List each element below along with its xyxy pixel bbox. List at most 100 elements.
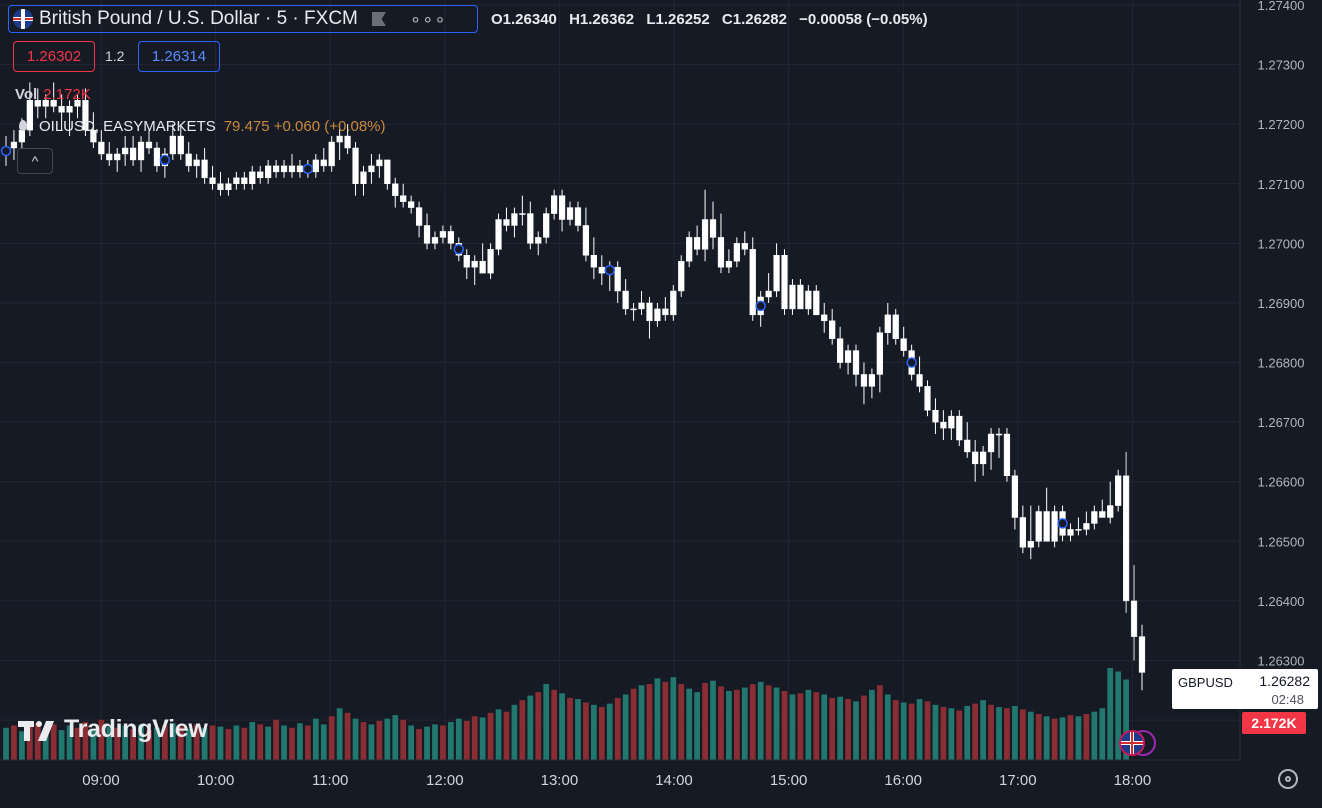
candle[interactable] — [463, 249, 470, 280]
event-marker[interactable] — [755, 300, 766, 312]
candle[interactable] — [479, 243, 486, 274]
buy-button[interactable]: 1.26314 — [138, 41, 220, 72]
candle[interactable] — [558, 189, 566, 232]
candle[interactable] — [447, 225, 454, 250]
candle[interactable] — [137, 136, 145, 172]
candle[interactable] — [376, 153, 383, 178]
event-marker[interactable] — [159, 154, 171, 166]
candle[interactable] — [217, 171, 224, 196]
candle[interactable] — [1011, 469, 1019, 530]
candle[interactable] — [662, 296, 669, 321]
tradingview-logo[interactable]: TradingView — [18, 715, 208, 744]
candle[interactable] — [249, 165, 256, 190]
candle[interactable] — [773, 243, 780, 297]
candle[interactable] — [749, 237, 756, 321]
candle[interactable] — [980, 445, 987, 476]
candle[interactable] — [821, 302, 828, 333]
candle[interactable] — [1067, 523, 1074, 542]
candle[interactable] — [201, 148, 208, 184]
candle[interactable] — [114, 148, 121, 172]
candle[interactable] — [1019, 505, 1026, 554]
candle[interactable] — [622, 279, 629, 315]
economic-event-icon[interactable] — [1119, 729, 1157, 757]
candle[interactable] — [582, 207, 590, 262]
candle[interactable] — [185, 142, 192, 172]
candle[interactable] — [503, 207, 510, 232]
candle[interactable] — [1083, 511, 1090, 536]
candle[interactable] — [344, 124, 351, 154]
candle[interactable] — [129, 136, 137, 166]
event-marker[interactable] — [0, 145, 12, 157]
candle[interactable] — [964, 422, 971, 458]
candle[interactable] — [1043, 487, 1050, 542]
volume-legend[interactable]: Vol 2.172K — [15, 86, 91, 103]
candle[interactable] — [392, 177, 399, 208]
candle[interactable] — [892, 308, 899, 345]
candle[interactable] — [527, 201, 534, 250]
candle[interactable] — [829, 308, 836, 345]
candle[interactable] — [789, 279, 796, 315]
candle[interactable] — [813, 285, 820, 316]
candle[interactable] — [58, 94, 65, 131]
candle[interactable] — [495, 213, 502, 256]
candle[interactable] — [26, 82, 33, 137]
candle[interactable] — [590, 237, 597, 280]
candle[interactable] — [797, 279, 804, 310]
candle[interactable] — [1051, 505, 1058, 548]
candle[interactable] — [233, 171, 240, 190]
sell-button[interactable]: 1.26302 — [13, 41, 95, 72]
candle[interactable] — [678, 255, 685, 297]
event-marker[interactable] — [906, 357, 917, 368]
collapse-legend-button[interactable]: ^ — [17, 148, 53, 174]
candle[interactable] — [82, 88, 89, 137]
candle[interactable] — [709, 201, 717, 250]
candle[interactable] — [1035, 505, 1042, 548]
candle[interactable] — [900, 326, 907, 357]
candle[interactable] — [574, 201, 582, 232]
settings-gear-icon[interactable] — [1278, 769, 1298, 789]
event-marker[interactable] — [302, 163, 314, 175]
candle[interactable] — [193, 153, 200, 178]
candle[interactable] — [280, 159, 288, 178]
candle[interactable] — [90, 112, 97, 148]
candle[interactable] — [177, 124, 184, 160]
candle[interactable] — [717, 213, 725, 274]
candle[interactable] — [98, 130, 105, 160]
candle[interactable] — [296, 159, 304, 178]
candle[interactable] — [781, 249, 788, 315]
candle[interactable] — [725, 249, 733, 274]
candle[interactable] — [1123, 451, 1130, 613]
candle[interactable] — [169, 124, 176, 160]
candle[interactable] — [487, 243, 494, 280]
overlay-legend[interactable]: OILUSD, EASYMARKETS 79.475 +0.060 (+0.08%… — [19, 118, 386, 135]
candle[interactable] — [423, 213, 431, 250]
event-marker[interactable] — [1057, 518, 1068, 529]
candle[interactable] — [1027, 505, 1034, 560]
candle[interactable] — [42, 94, 49, 119]
candle[interactable] — [10, 130, 18, 160]
candle[interactable] — [924, 380, 931, 417]
candle[interactable] — [408, 195, 415, 214]
flag-icon[interactable] — [371, 12, 386, 26]
candle[interactable] — [860, 362, 868, 405]
candle[interactable] — [50, 82, 57, 113]
candle[interactable] — [543, 207, 550, 244]
candle[interactable] — [352, 142, 359, 196]
candle[interactable] — [145, 130, 153, 154]
candle[interactable] — [765, 273, 772, 303]
candle[interactable] — [670, 285, 677, 321]
candle[interactable] — [694, 225, 701, 256]
candle[interactable] — [932, 398, 939, 435]
candle[interactable] — [265, 159, 272, 184]
candle[interactable] — [288, 153, 296, 178]
candle[interactable] — [272, 159, 280, 178]
candle[interactable] — [566, 201, 574, 226]
candle[interactable] — [153, 142, 161, 172]
symbol-title[interactable]: British Pound / U.S. Dollar · 5 · FXCM ∘… — [8, 5, 478, 33]
time-axis[interactable] — [0, 760, 1322, 808]
candle[interactable] — [439, 225, 447, 244]
candle[interactable] — [733, 237, 740, 268]
candle[interactable] — [598, 255, 605, 286]
candle[interactable] — [209, 165, 216, 190]
